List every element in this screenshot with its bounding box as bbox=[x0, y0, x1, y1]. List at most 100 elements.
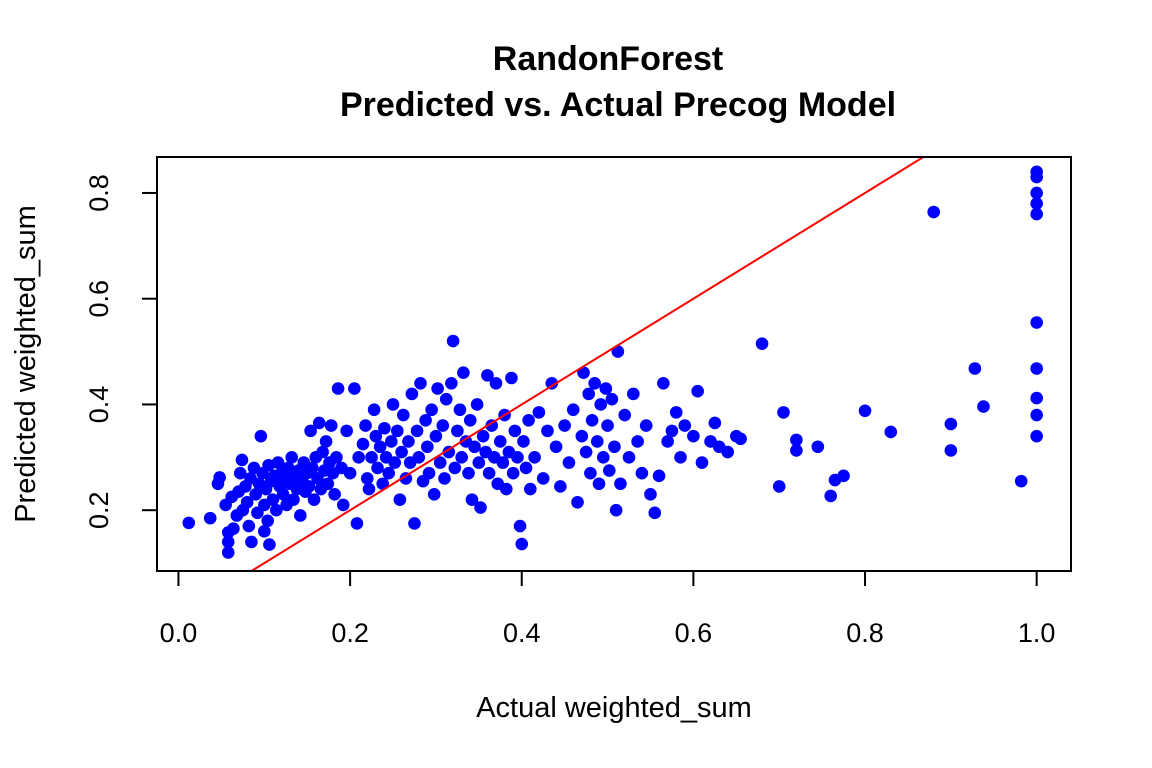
data-point bbox=[285, 451, 299, 464]
data-point bbox=[489, 376, 503, 390]
data-point bbox=[858, 404, 872, 418]
data-point bbox=[386, 398, 400, 411]
data-point bbox=[605, 392, 619, 406]
data-point bbox=[790, 433, 803, 447]
data-point bbox=[691, 384, 704, 398]
data-point bbox=[611, 345, 625, 358]
y-tick-label: 0.4 bbox=[84, 386, 114, 424]
data-point bbox=[203, 511, 217, 525]
data-point bbox=[1030, 408, 1043, 422]
data-point bbox=[599, 382, 613, 395]
data-point bbox=[474, 501, 487, 514]
data-point bbox=[755, 337, 769, 350]
data-point bbox=[235, 453, 249, 467]
data-point bbox=[678, 419, 692, 432]
data-point bbox=[182, 516, 196, 530]
data-point bbox=[674, 451, 687, 464]
data-point bbox=[579, 445, 593, 459]
data-point bbox=[627, 387, 640, 401]
data-point bbox=[476, 429, 490, 443]
data-point bbox=[221, 546, 235, 559]
data-point bbox=[448, 461, 462, 475]
chart-title: RandonForest bbox=[493, 40, 723, 78]
data-point bbox=[499, 482, 513, 496]
data-point bbox=[408, 517, 421, 530]
data-point bbox=[977, 400, 990, 413]
data-point bbox=[438, 472, 451, 485]
data-point bbox=[577, 366, 590, 380]
data-point bbox=[588, 376, 601, 390]
data-point bbox=[319, 435, 333, 448]
data-point bbox=[307, 493, 321, 506]
data-point bbox=[602, 464, 616, 477]
data-point bbox=[391, 424, 404, 438]
data-point bbox=[1014, 474, 1028, 488]
data-point bbox=[669, 406, 683, 419]
data-point bbox=[481, 369, 494, 382]
data-point bbox=[306, 461, 319, 475]
data-point bbox=[382, 466, 396, 480]
data-point bbox=[367, 403, 381, 417]
data-point bbox=[665, 424, 679, 438]
data-point bbox=[648, 506, 662, 520]
data-point bbox=[558, 419, 571, 432]
data-point bbox=[312, 416, 326, 430]
data-point bbox=[304, 424, 317, 438]
data-point bbox=[465, 493, 479, 506]
data-point bbox=[302, 480, 316, 493]
data-point bbox=[425, 403, 438, 417]
data-point bbox=[944, 444, 958, 457]
data-point bbox=[575, 429, 589, 443]
data-point bbox=[397, 408, 410, 422]
data-point bbox=[371, 461, 384, 475]
data-point bbox=[211, 477, 225, 491]
data-point bbox=[493, 435, 507, 448]
reference-line bbox=[249, 157, 926, 571]
data-point bbox=[657, 376, 670, 390]
data-point bbox=[687, 429, 700, 443]
data-point bbox=[221, 535, 235, 549]
y-tick-label: 0.8 bbox=[84, 174, 114, 212]
data-point bbox=[536, 472, 550, 485]
data-point bbox=[316, 445, 329, 459]
data-point bbox=[340, 424, 353, 438]
data-point bbox=[350, 517, 364, 530]
data-point bbox=[519, 461, 533, 475]
data-point bbox=[528, 451, 541, 464]
data-point bbox=[777, 406, 790, 419]
data-point bbox=[245, 535, 258, 549]
data-point bbox=[472, 456, 486, 469]
data-point bbox=[451, 424, 464, 438]
data-point bbox=[635, 466, 649, 480]
y-tick-label: 0.6 bbox=[84, 280, 114, 318]
data-point bbox=[263, 538, 276, 551]
data-point bbox=[276, 488, 290, 501]
data-point bbox=[463, 414, 477, 427]
data-point bbox=[661, 435, 674, 448]
data-point bbox=[321, 477, 335, 491]
data-point bbox=[359, 419, 372, 432]
chart-subtitle: Predicted vs. Actual Precog Model bbox=[340, 86, 896, 124]
data-point bbox=[271, 456, 285, 469]
data-point bbox=[584, 466, 597, 480]
data-point bbox=[242, 519, 256, 533]
y-axis: 0.2 0.4 0.6 0.8 bbox=[84, 174, 158, 529]
data-point bbox=[395, 445, 408, 459]
data-point bbox=[721, 445, 735, 459]
data-point bbox=[582, 387, 595, 401]
data-point bbox=[419, 414, 432, 427]
data-point bbox=[455, 451, 468, 464]
data-point bbox=[511, 451, 524, 464]
data-point bbox=[331, 382, 345, 395]
data-point bbox=[412, 451, 426, 464]
data-point bbox=[468, 440, 481, 454]
y-axis-label: Predicted weighted_sum bbox=[10, 205, 42, 523]
data-point bbox=[240, 495, 254, 509]
data-point bbox=[1030, 362, 1043, 375]
data-point bbox=[402, 435, 415, 448]
data-point bbox=[287, 493, 300, 506]
data-point bbox=[571, 495, 584, 509]
data-point bbox=[532, 406, 546, 419]
data-point bbox=[884, 425, 898, 439]
data-point bbox=[324, 419, 338, 432]
